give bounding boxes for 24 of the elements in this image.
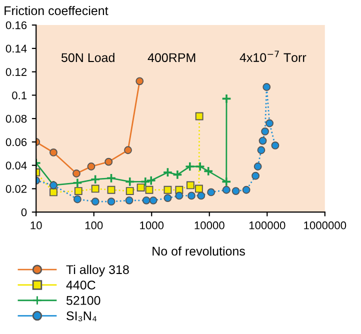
legend-label: Ti alloy 318 (66, 264, 129, 277)
x-tick-label: 10 (30, 221, 42, 230)
x-tick-label: 1000000 (304, 221, 346, 230)
x-tick-label: 1000 (140, 221, 164, 230)
annotation: 400RPM (148, 53, 196, 62)
y-tick-label: 0 (21, 208, 27, 216)
y-tick-label: 0.08 (6, 114, 27, 123)
y-tick-label: 0.16 (6, 21, 27, 30)
annotation: 50N Load (61, 52, 114, 62)
legend-label: SI₃N₄ (66, 311, 97, 322)
y-tick-label: 0.14 (6, 44, 27, 53)
legend-label: 52100 (66, 296, 100, 305)
y-tick-label: 0.1 (12, 91, 27, 100)
annotation: 4x10$^{−7}$ Torr (240, 50, 306, 62)
x-tick-label: 10000 (194, 221, 224, 230)
x-tick-label: 100000 (249, 221, 286, 230)
x-tick-label: 100 (85, 221, 103, 230)
y-tick-label: 0.12 (6, 68, 27, 76)
y-axis-title: Friction coeffecient (4, 6, 108, 16)
y-tick-label: 0.02 (6, 184, 27, 193)
y-tick-label: 0.04 (6, 162, 27, 170)
x-axis-title: No of revolutions (152, 246, 245, 256)
legend-label: 440C (66, 280, 96, 290)
y-tick-label: 0.06 (6, 138, 27, 146)
